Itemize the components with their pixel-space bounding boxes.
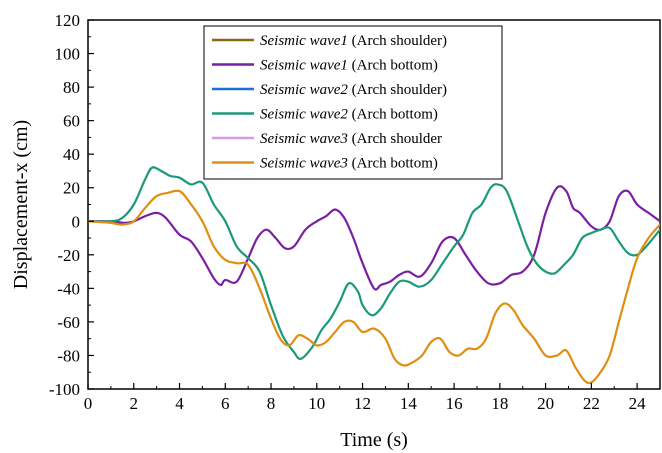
legend-entry-1: Seismic wave1 (Arch bottom)	[260, 58, 438, 74]
series-line-5	[88, 189, 660, 385]
legend-entry-0: Seismic wave1 (Arch shoulder)	[260, 33, 447, 49]
legend-entry-location: (Arch shoulder)	[348, 82, 447, 98]
y-tick-label: 100	[55, 45, 81, 64]
y-tick-label: -100	[49, 380, 80, 399]
legend-entry-location: (Arch bottom)	[348, 58, 438, 74]
legend-entry-location: (Arch bottom)	[348, 107, 438, 123]
y-tick-label: 0	[72, 212, 81, 231]
x-tick-label: 4	[175, 394, 184, 413]
series-layer	[88, 166, 660, 385]
y-tick-label: -20	[57, 246, 80, 265]
legend-entry-location: (Arch bottom)	[348, 156, 438, 172]
legend-entry-4: Seismic wave3 (Arch shoulder	[260, 131, 442, 147]
x-axis: 0 2 4 6 8 10 12 14 16 18 20 22 24	[84, 383, 646, 413]
legend-entry-wave: Seismic wave1	[260, 33, 348, 49]
x-tick-label: 10	[308, 394, 325, 413]
x-tick-label: 6	[221, 394, 230, 413]
y-tick-label: 120	[55, 11, 81, 30]
x-tick-label: 14	[400, 394, 418, 413]
y-tick-label: 60	[63, 112, 80, 131]
legend-entry-wave: Seismic wave2	[260, 107, 348, 123]
x-tick-label: 22	[583, 394, 600, 413]
series-line-1	[88, 185, 660, 291]
y-tick-label: 40	[63, 145, 80, 164]
legend-entry-wave: Seismic wave3	[260, 131, 348, 147]
y-tick-label: -80	[57, 346, 80, 365]
y-tick-label: -60	[57, 313, 80, 332]
series-line-3	[88, 166, 660, 360]
y-axis: -100 -80 -60 -40 -20 0 20 40 60 80 100 120	[49, 11, 94, 399]
legend-entry-wave: Seismic wave3	[260, 156, 348, 172]
x-tick-label: 18	[491, 394, 508, 413]
x-tick-label: 8	[267, 394, 276, 413]
x-tick-label: 12	[354, 394, 371, 413]
plot-area	[87, 19, 661, 390]
x-tick-label: 0	[84, 394, 93, 413]
legend-entry-wave: Seismic wave2	[260, 82, 348, 98]
x-tick-label: 16	[446, 394, 463, 413]
legend-entry-5: Seismic wave3 (Arch bottom)	[260, 156, 438, 172]
legend-box	[203, 25, 503, 180]
y-tick-label: 80	[63, 78, 80, 97]
x-tick-label: 20	[537, 394, 554, 413]
legend-entry-3: Seismic wave2 (Arch bottom)	[260, 107, 438, 123]
x-axis-title: Time (s)	[340, 429, 408, 451]
legend-entry-2: Seismic wave2 (Arch shoulder)	[260, 82, 447, 98]
legend: Seismic wave1 (Arch shoulder)Seismic wav…	[203, 25, 503, 180]
x-tick-label: 2	[130, 394, 139, 413]
legend-entry-location: (Arch shoulder	[348, 131, 442, 147]
y-axis-title: Displacement-x (cm)	[10, 120, 32, 289]
legend-entry-wave: Seismic wave1	[260, 58, 348, 74]
y-tick-label: -40	[57, 279, 80, 298]
x-tick-label: 24	[629, 394, 647, 413]
y-tick-label: 20	[63, 179, 80, 198]
legend-entry-location: (Arch shoulder)	[348, 33, 447, 49]
